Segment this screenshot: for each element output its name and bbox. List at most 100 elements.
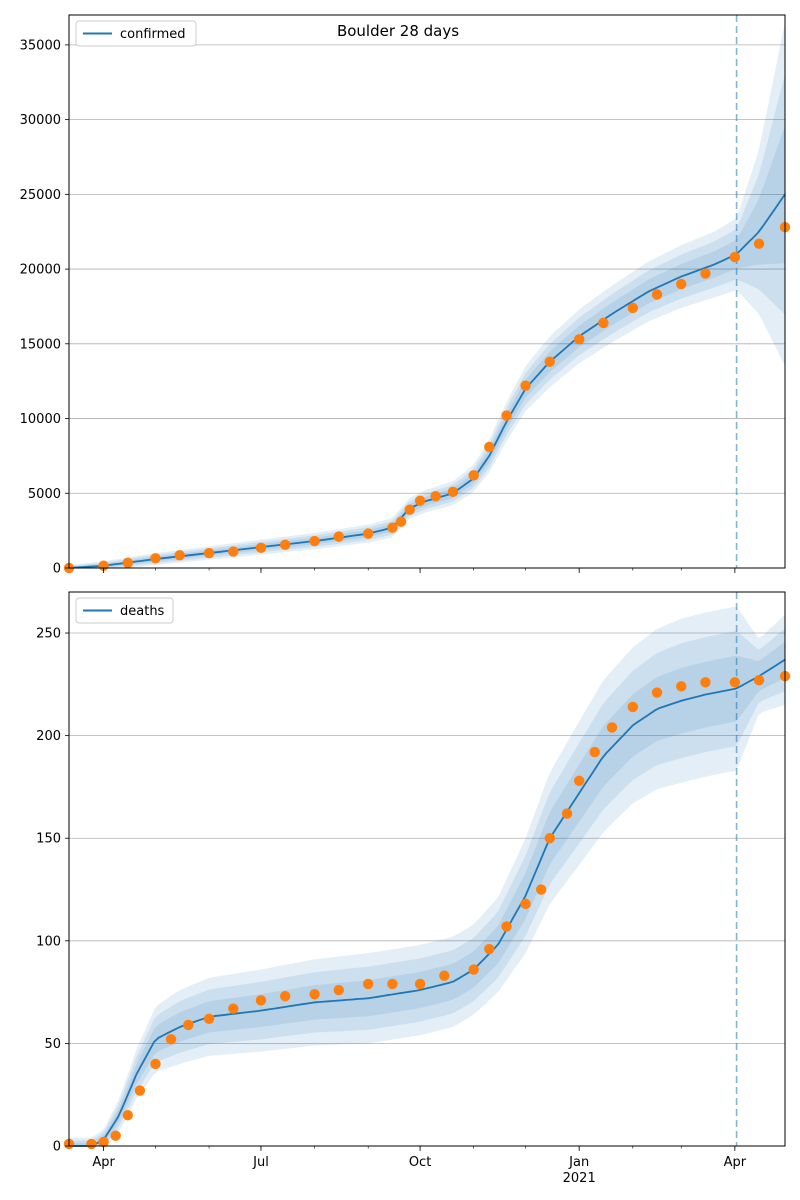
observed-point	[544, 833, 555, 844]
y-tick-label: 50	[44, 1037, 61, 1052]
observed-point	[627, 302, 639, 314]
observed-point	[598, 317, 609, 329]
model-line	[68, 193, 786, 569]
observed-point	[468, 470, 479, 481]
y-tick-label: 20000	[20, 263, 61, 278]
observed-point	[228, 546, 239, 557]
observed-point	[404, 504, 415, 515]
y-tick-label: 150	[36, 832, 61, 847]
observed-point	[447, 486, 459, 497]
x-tick-label: Jan	[568, 1155, 589, 1170]
observed-point	[501, 921, 512, 932]
observed-point	[174, 550, 185, 561]
y-tick-label: 250	[36, 627, 61, 642]
observed-point	[333, 531, 344, 542]
legend-box	[75, 597, 174, 624]
observed-point	[753, 238, 765, 249]
observed-point	[520, 380, 531, 391]
deaths-axes: 0 50 100 150 200 250 Apr Jul Oct Jan Apr 2021	[36, 591, 786, 1186]
observed-point	[700, 268, 711, 279]
observed-point	[255, 995, 267, 1006]
observed-point	[98, 1136, 109, 1148]
observed-point	[729, 677, 741, 688]
y-tick-label: 0	[53, 562, 61, 577]
observed-point	[676, 278, 687, 290]
observed-point	[535, 884, 547, 895]
x-tick-label: Jul	[252, 1155, 269, 1170]
observed-point	[150, 1058, 161, 1070]
observed-point	[255, 542, 267, 554]
observed-point	[203, 547, 215, 559]
x-tick-label: Apr	[92, 1155, 115, 1170]
observed-point	[183, 1019, 194, 1031]
confirmed-observed-points	[63, 222, 791, 574]
deaths-observed-points	[63, 670, 791, 1150]
observed-point	[362, 978, 374, 990]
confirmed-uncertainty-bands	[69, 22, 785, 568]
observed-point	[627, 701, 639, 713]
observed-point	[228, 1003, 239, 1014]
observed-point	[309, 535, 320, 547]
observed-point	[484, 943, 495, 955]
observed-point	[651, 687, 663, 698]
observed-point	[753, 675, 765, 686]
y-tick-label: 15000	[20, 337, 61, 352]
observed-point	[150, 553, 161, 564]
observed-point	[279, 539, 291, 551]
observed-point	[589, 746, 600, 758]
observed-point	[414, 978, 426, 990]
x-year-label: 2021	[563, 1171, 596, 1186]
observed-point	[387, 522, 398, 533]
y-tick-label: 35000	[20, 38, 61, 53]
observed-point	[279, 991, 291, 1002]
observed-point	[86, 1138, 97, 1150]
y-tick-label: 25000	[20, 188, 61, 203]
confirmed-axes: 0 5000 10000 15000 20000 25000 30000 35000	[20, 14, 786, 577]
observed-point	[606, 722, 618, 733]
observed-point	[520, 898, 531, 910]
legend-label: deaths	[120, 604, 165, 619]
observed-point	[573, 775, 585, 786]
observed-point	[501, 410, 512, 421]
deaths-panel: 0 50 100 150 200 250 Apr Jul Oct Jan Apr 2021 death…	[36, 591, 791, 1186]
y-tick-label: 10000	[20, 412, 61, 427]
observed-point	[333, 984, 344, 996]
observed-point	[395, 516, 407, 527]
observed-point	[110, 1130, 121, 1141]
uncertainty-band-1	[69, 606, 785, 1146]
observed-point	[134, 1085, 146, 1096]
x-tick-label: Apr	[724, 1155, 747, 1170]
confirmed-model-line	[68, 193, 786, 569]
observed-point	[387, 978, 398, 990]
y-tick-label: 100	[36, 934, 61, 949]
legend-box	[75, 20, 197, 47]
legend-label: confirmed	[120, 27, 186, 42]
y-tick-label: 5000	[28, 487, 61, 502]
observed-point	[122, 557, 134, 568]
figure-title: Boulder 28 days	[337, 22, 459, 40]
x-tick-label: Oct	[409, 1155, 431, 1170]
confirmed-panel: 0 5000 10000 15000 20000 25000 30000 35000 conf…	[20, 14, 791, 577]
observed-point	[484, 441, 495, 453]
uncertainty-band-3	[69, 641, 785, 1146]
uncertainty-band-2	[69, 74, 785, 568]
deaths-uncertainty-bands	[69, 606, 785, 1146]
axes-frame	[68, 591, 786, 1147]
observed-point	[122, 1110, 134, 1121]
observed-point	[729, 251, 741, 263]
y-tick-label: 0	[53, 1140, 61, 1155]
observed-point	[700, 677, 711, 688]
observed-point	[439, 970, 450, 981]
observed-point	[468, 964, 479, 975]
observed-point	[362, 528, 374, 539]
observed-point	[203, 1013, 215, 1024]
observed-point	[573, 334, 585, 345]
observed-point	[165, 1034, 177, 1045]
observed-point	[430, 491, 441, 502]
y-tick-label: 200	[36, 729, 61, 744]
confirmed-legend: confirmed	[75, 20, 197, 47]
observed-point	[651, 289, 663, 300]
observed-point	[676, 681, 687, 692]
deaths-legend: deaths	[75, 597, 174, 624]
